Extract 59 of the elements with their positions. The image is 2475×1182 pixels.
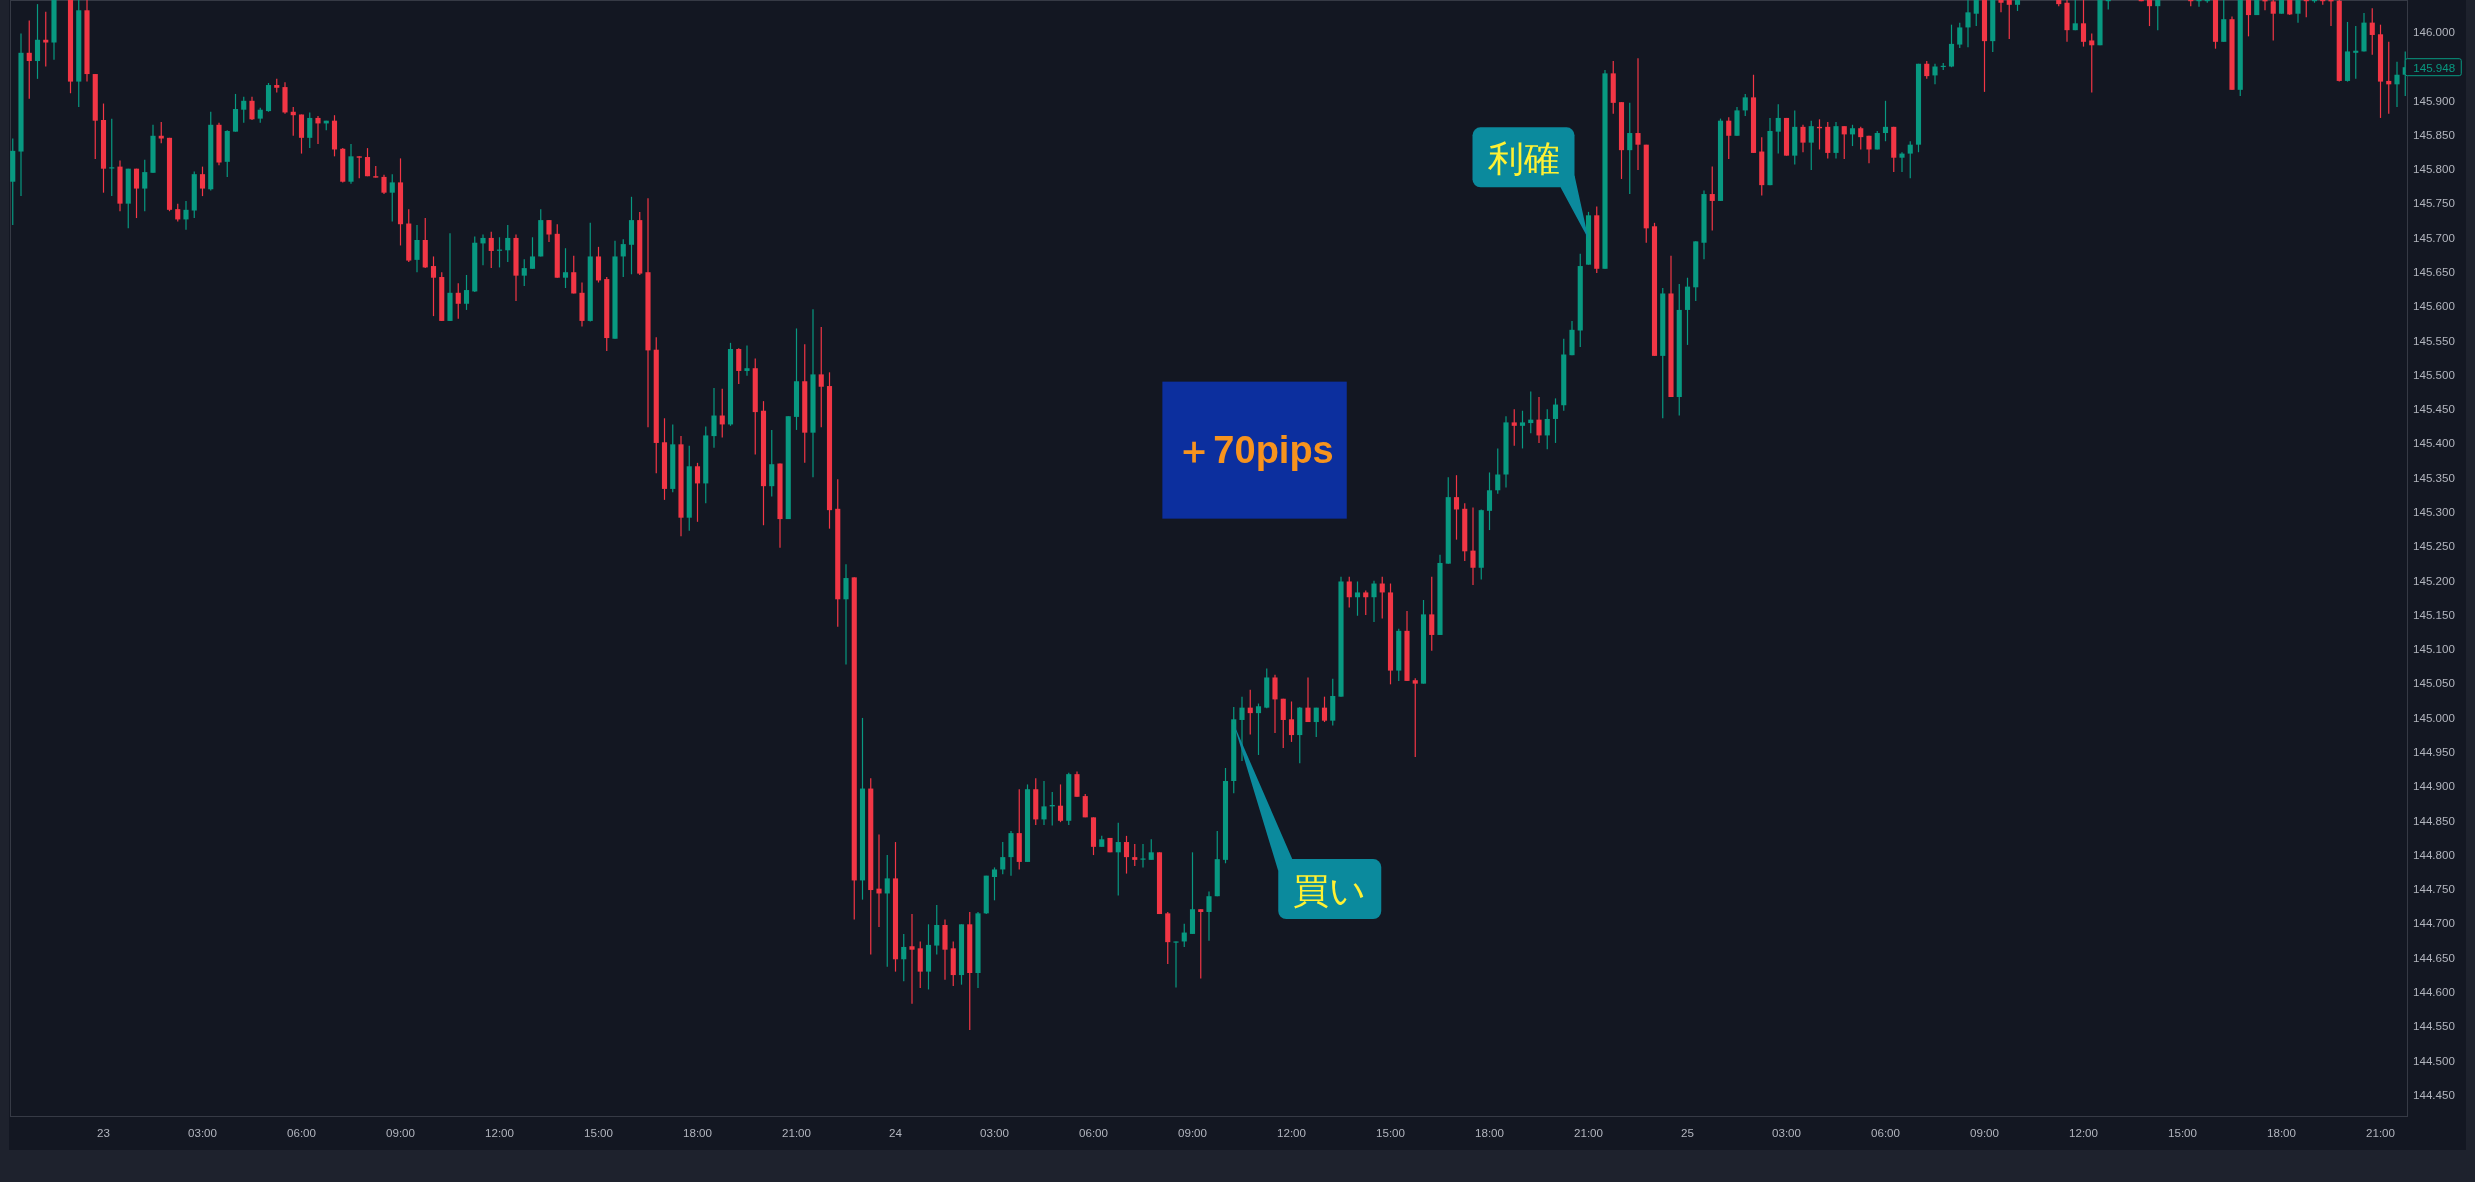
x-tick-label: 03:00 [980,1125,1009,1139]
x-tick-label: 06:00 [1871,1125,1900,1139]
x-tick-label: 06:00 [1079,1125,1108,1139]
y-tick-label: 145.350 [2413,470,2455,484]
y-tick-label: 144.600 [2413,985,2455,998]
x-tick-label: 09:00 [1970,1125,1999,1139]
x-tick-label: 21:00 [1574,1125,1603,1139]
annotation: 145.948 [2413,60,2456,74]
y-tick-label: 144.500 [2413,1053,2455,1067]
y-tick-label: 144.650 [2413,950,2455,964]
x-tick-label: 06:00 [287,1125,316,1139]
x-tick-label: 15:00 [584,1125,613,1139]
y-tick-label: 145.250 [2413,539,2455,553]
annotation: ＋70pips [1175,429,1334,472]
x-tick-label: 23 [97,1125,110,1139]
y-tick-label: 144.700 [2413,916,2455,930]
y-tick-label: 145.450 [2413,402,2455,416]
y-tick-label: 145.150 [2413,607,2455,621]
y-tick-label: 145.800 [2413,162,2455,176]
x-tick-label: 03:00 [1772,1125,1801,1139]
y-tick-label: 145.650 [2413,265,2455,279]
x-tick-label: 18:00 [683,1125,712,1139]
x-tick-label: 25 [1681,1125,1694,1139]
y-tick-label: 144.950 [2413,745,2455,758]
x-tick-label: 18:00 [1475,1125,1504,1139]
y-tick-label: 146.000 [2413,25,2455,39]
x-tick-label: 24 [889,1125,902,1139]
y-tick-label: 145.050 [2413,676,2455,690]
y-tick-label: 145.000 [2413,710,2455,724]
y-tick-label: 145.700 [2413,230,2455,244]
x-tick-label: 15:00 [2168,1125,2197,1139]
y-tick-label: 144.550 [2413,1019,2455,1033]
x-tick-label: 09:00 [1178,1125,1207,1139]
y-tick-label: 144.750 [2413,882,2455,896]
x-tick-label: 18:00 [2267,1125,2296,1139]
y-tick-label: 145.850 [2413,127,2455,141]
annotation: 買い [1293,869,1367,911]
x-tick-label: 21:00 [782,1125,811,1139]
x-tick-label: 12:00 [2069,1125,2098,1139]
y-tick-label: 145.100 [2413,642,2455,656]
x-tick-label: 03:00 [188,1125,217,1139]
x-tick-label: 15:00 [1376,1125,1405,1139]
x-tick-label: 21:00 [2366,1125,2395,1139]
y-tick-label: 144.900 [2413,779,2455,793]
x-tick-label: 12:00 [1277,1125,1306,1139]
y-tick-label: 145.750 [2413,196,2455,210]
x-tick-label: 12:00 [485,1125,514,1139]
y-tick-label: 145.200 [2413,573,2455,587]
y-tick-label: 144.800 [2413,847,2455,861]
annotation: 利確 [1487,137,1560,179]
y-tick-label: 145.550 [2413,333,2455,347]
y-tick-label: 145.600 [2413,299,2455,313]
x-tick-label: 09:00 [386,1125,415,1139]
y-tick-label: 144.850 [2413,813,2455,827]
y-tick-label: 145.400 [2413,436,2455,450]
y-tick-label: 144.450 [2413,1087,2455,1101]
y-tick-label: 145.300 [2413,505,2455,519]
y-tick-label: 145.500 [2413,367,2455,381]
y-tick-label: 145.900 [2413,93,2455,107]
